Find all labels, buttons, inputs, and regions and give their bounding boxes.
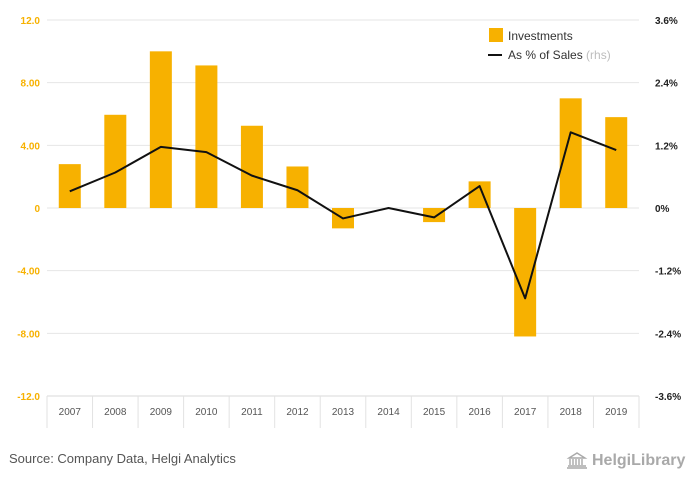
bar-2017 [514,208,537,337]
line-as-percent-of-sales [69,131,617,300]
brand-name: HelgiLibrary [592,452,686,469]
legend: Investments As % of Sales (rhs) [488,28,611,62]
left-tick-label: 4.00 [21,141,41,152]
x-tick-label: 2007 [59,407,82,418]
legend-label-sales-ratio: As % of Sales (rhs) [508,48,611,62]
right-tick-label: 2.4% [655,79,678,90]
x-tick-label: 2017 [514,407,537,418]
left-tick-label: 0 [34,204,40,215]
line-series [69,131,617,300]
x-tick-label: 2013 [332,407,355,418]
bar-2010 [195,65,218,208]
left-axis: 12.0 8.00 4.00 0 -4.00 -8.00 -12.0 [17,16,40,403]
bar-2009 [149,51,172,209]
legend-label-investments: Investments [508,29,573,43]
right-axis: 3.6% 2.4% 1.2% 0% -1.2% -2.4% -3.6% [655,16,681,403]
left-tick-label: -12.0 [17,392,40,403]
legend-label-sales-ratio-main: As % of Sales [508,48,583,62]
bar-2011 [240,125,263,208]
x-tick-label: 2008 [104,407,127,418]
left-tick-label: 8.00 [21,79,41,90]
right-tick-label: 3.6% [655,16,678,27]
right-tick-label: 1.2% [655,141,678,152]
legend-label-rhs: (rhs) [586,48,611,62]
helgilibrary-logo: HelgiLibrary [566,449,685,473]
legend-swatch-investments [489,28,503,42]
bar-2007 [58,164,81,208]
left-tick-label: 12.0 [21,16,41,27]
x-tick-label: 2019 [605,407,628,418]
bar-2018 [559,98,582,208]
x-tick-label: 2011 [241,407,263,418]
right-tick-label: -1.2% [655,267,681,278]
x-tick-label: 2015 [423,407,446,418]
source-note: Source: Company Data, Helgi Analytics [9,451,236,466]
x-tick-label: 2016 [468,407,491,418]
bar-2008 [104,114,127,208]
x-axis: 2007 2008 2009 2010 2011 2012 2013 2014 2015 2016… [46,395,640,428]
left-tick-label: -4.00 [17,267,40,278]
library-building-icon [566,452,588,469]
x-tick-label: 2014 [377,407,400,418]
left-tick-label: -8.00 [17,329,40,340]
bars [58,51,628,337]
right-tick-label: -2.4% [655,329,681,340]
bar-2015 [423,208,446,223]
x-tick-label: 2009 [150,407,173,418]
x-tick-label: 2010 [195,407,218,418]
right-tick-label: -3.6% [655,392,681,403]
x-tick-label: 2012 [286,407,309,418]
investments-chart: 2007 2008 2009 2010 2011 2012 2013 2014 2015 2016… [17,16,681,428]
x-tick-label: 2018 [560,407,583,418]
bar-2019 [605,117,628,208]
right-tick-label: 0% [655,204,670,215]
bar-2012 [286,166,309,208]
